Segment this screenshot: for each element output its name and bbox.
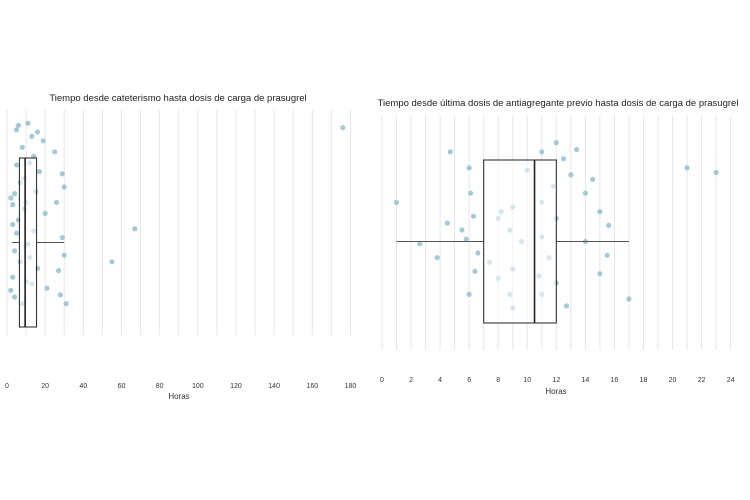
chart-title: Tiempo desde cateterismo hasta dosis de …	[49, 93, 306, 104]
data-point	[468, 190, 474, 196]
x-tick-label: 14	[581, 377, 589, 384]
data-point	[34, 129, 41, 135]
x-tick-label: 12	[552, 377, 560, 384]
x-tick-label: 40	[79, 383, 87, 390]
data-point	[713, 169, 719, 176]
data-point	[393, 199, 400, 205]
data-point	[563, 303, 570, 309]
x-tick-label: 120	[230, 383, 242, 390]
x-tick-label: 0	[380, 377, 384, 384]
data-point	[475, 250, 481, 256]
x-tick-label: 18	[640, 377, 648, 384]
x-tick-label: 20	[41, 383, 49, 390]
data-point	[604, 252, 610, 258]
x-tick-label: 140	[268, 383, 280, 390]
data-point	[61, 252, 67, 258]
data-point	[8, 195, 14, 201]
x-tick-label: 20	[669, 377, 677, 384]
x-tick-label: 16	[611, 377, 619, 384]
data-point	[109, 259, 115, 265]
x-tick-label: 22	[698, 377, 706, 384]
data-point	[12, 294, 18, 300]
x-tick-label: 80	[156, 383, 164, 390]
data-point	[42, 210, 48, 216]
data-point	[597, 209, 603, 215]
data-point	[40, 138, 46, 144]
x-axis-ticks: 0 2 4 6 8 10 12 14 16 18 20 22 24	[380, 377, 735, 384]
data-point	[10, 202, 16, 208]
data-point	[52, 149, 58, 155]
data-point	[13, 230, 20, 236]
data-point	[59, 171, 65, 177]
data-point	[463, 236, 469, 242]
grid	[6, 110, 351, 335]
x-tick-label: 2	[409, 377, 413, 384]
chart-antiagregante: Tiempo desde última dosis de antiagregan…	[378, 98, 739, 396]
data-point	[25, 120, 31, 126]
data-point	[466, 291, 472, 297]
data-point	[15, 122, 22, 128]
data-point	[553, 140, 559, 146]
data-point	[582, 190, 588, 196]
data-point	[10, 274, 16, 280]
data-point	[63, 301, 69, 307]
x-tick-label: 180	[345, 383, 357, 390]
data-point	[132, 226, 138, 232]
x-tick-label: 24	[727, 377, 735, 384]
x-tick-label: 160	[306, 383, 318, 390]
x-tick-label: 6	[467, 377, 471, 384]
data-point	[606, 222, 612, 228]
data-point	[59, 235, 65, 241]
x-tick-label: 100	[192, 383, 204, 390]
x-axis-ticks: 0 20 40 60 80 100 120 140 160 180	[5, 383, 356, 390]
data-point	[12, 248, 18, 254]
x-tick-label: 8	[496, 377, 500, 384]
data-point	[340, 125, 346, 131]
data-point	[434, 255, 440, 261]
data-point	[8, 287, 14, 293]
data-point	[459, 227, 465, 233]
x-axis-label: Horas	[168, 392, 189, 401]
data-point	[61, 184, 67, 190]
data-point	[626, 296, 632, 302]
x-axis-label: Horas	[545, 387, 566, 396]
data-point	[590, 176, 596, 182]
data-point	[31, 153, 37, 159]
chart-title: Tiempo desde última dosis de antiagregan…	[378, 98, 739, 109]
data-point	[10, 221, 16, 227]
data-point	[29, 133, 35, 139]
data-point	[539, 149, 545, 155]
data-point	[684, 165, 690, 171]
data-point	[57, 292, 64, 298]
data-point	[36, 169, 43, 175]
box	[483, 159, 557, 324]
data-point	[417, 241, 423, 247]
data-point	[466, 165, 472, 171]
box	[18, 157, 38, 328]
data-point	[55, 268, 62, 274]
data-point	[574, 146, 580, 153]
chart-cateterismo: Tiempo desde cateterismo hasta dosis de …	[5, 93, 356, 401]
data-point	[470, 213, 477, 219]
data-point	[13, 127, 20, 133]
data-point	[44, 285, 50, 291]
data-points	[8, 120, 346, 307]
data-point	[447, 149, 453, 155]
data-point	[12, 191, 18, 197]
x-tick-label: 4	[438, 377, 442, 384]
data-point	[13, 162, 20, 168]
x-tick-label: 60	[118, 383, 126, 390]
data-point	[560, 156, 567, 162]
x-tick-label: 0	[5, 383, 9, 390]
data-point	[54, 199, 60, 205]
data-point	[568, 172, 574, 178]
data-point	[444, 220, 450, 226]
data-point	[19, 144, 25, 150]
x-tick-label: 10	[523, 377, 531, 384]
data-point	[597, 271, 603, 277]
data-point	[472, 268, 478, 274]
